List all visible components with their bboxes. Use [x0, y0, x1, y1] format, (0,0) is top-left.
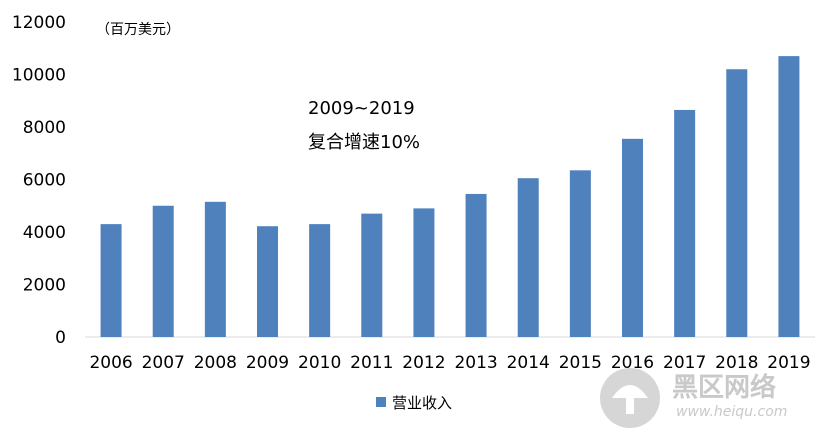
x-tick-label: 2008: [194, 353, 237, 373]
unit-label: （百万美元）: [96, 22, 180, 38]
x-tick-label: 2017: [663, 353, 706, 373]
y-tick-label: 12000: [12, 13, 66, 33]
y-tick-label: 10000: [12, 66, 66, 86]
x-tick-label: 2009: [246, 353, 289, 373]
y-tick-label: 6000: [23, 171, 66, 191]
watermark: 黑区网络 www.heiqu.com: [600, 368, 787, 428]
bar: [413, 208, 435, 337]
bar: [726, 69, 748, 337]
bar: [100, 224, 122, 337]
annotation-period: 2009~2019: [308, 98, 415, 119]
bar: [204, 201, 226, 337]
y-tick-label: 4000: [23, 223, 66, 243]
bar: [465, 193, 487, 337]
y-axis-ticks: 0 2000 4000 6000 8000 10000 12000: [12, 13, 66, 348]
watermark-logo-mushroom: [612, 385, 648, 414]
bar: [674, 109, 696, 337]
x-tick-label: 2014: [507, 353, 550, 373]
watermark-url: www.heiqu.com: [676, 404, 787, 420]
y-tick-label: 0: [55, 328, 66, 348]
bar: [622, 138, 643, 337]
annotation-cagr: 复合增速10%: [308, 132, 420, 153]
y-tick-label: 2000: [23, 276, 66, 296]
x-tick-label: 2016: [611, 353, 654, 373]
x-tick-label: 2007: [142, 353, 185, 373]
x-axis-ticks: 2006 2007 2008 2009 2010 2011 2012 2013 2014 2015…: [89, 353, 810, 373]
bar: [152, 205, 174, 337]
bar: [778, 56, 800, 337]
bar: [569, 170, 591, 337]
watermark-text: 黑区网络: [672, 372, 776, 403]
legend-label: 营业收入: [392, 394, 452, 412]
x-tick-label: 2018: [715, 353, 758, 373]
x-tick-label: 2011: [350, 353, 393, 373]
y-tick-label: 8000: [23, 118, 66, 138]
x-tick-label: 2013: [454, 353, 497, 373]
x-tick-label: 2010: [298, 353, 341, 373]
bar: [257, 226, 278, 337]
x-tick-label: 2006: [89, 353, 132, 373]
bar: [361, 213, 383, 337]
bars: [100, 56, 800, 337]
x-tick-label: 2015: [559, 353, 602, 373]
x-tick-label: 2019: [767, 353, 810, 373]
bar: [517, 178, 539, 337]
bar: [309, 224, 331, 337]
legend-swatch: [376, 397, 386, 407]
x-tick-label: 2012: [402, 353, 445, 373]
